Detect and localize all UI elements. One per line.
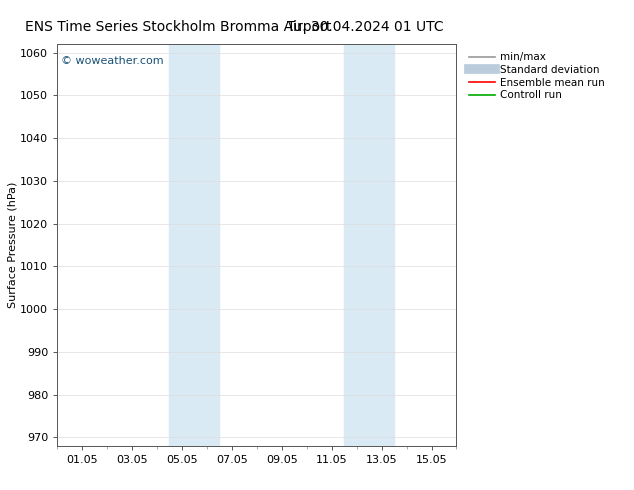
Bar [369, 44, 394, 446]
Bar [195, 44, 219, 446]
Text: ENS Time Series Stockholm Bromma Airport: ENS Time Series Stockholm Bromma Airport [25, 20, 331, 34]
Bar [344, 44, 369, 446]
Legend: min/max, Standard deviation, Ensemble mean run, Controll run: min/max, Standard deviation, Ensemble me… [466, 49, 608, 103]
Text: © woweather.com: © woweather.com [61, 56, 164, 66]
Text: Tu. 30.04.2024 01 UTC: Tu. 30.04.2024 01 UTC [287, 20, 444, 34]
Y-axis label: Surface Pressure (hPa): Surface Pressure (hPa) [7, 182, 17, 308]
Bar [169, 44, 195, 446]
